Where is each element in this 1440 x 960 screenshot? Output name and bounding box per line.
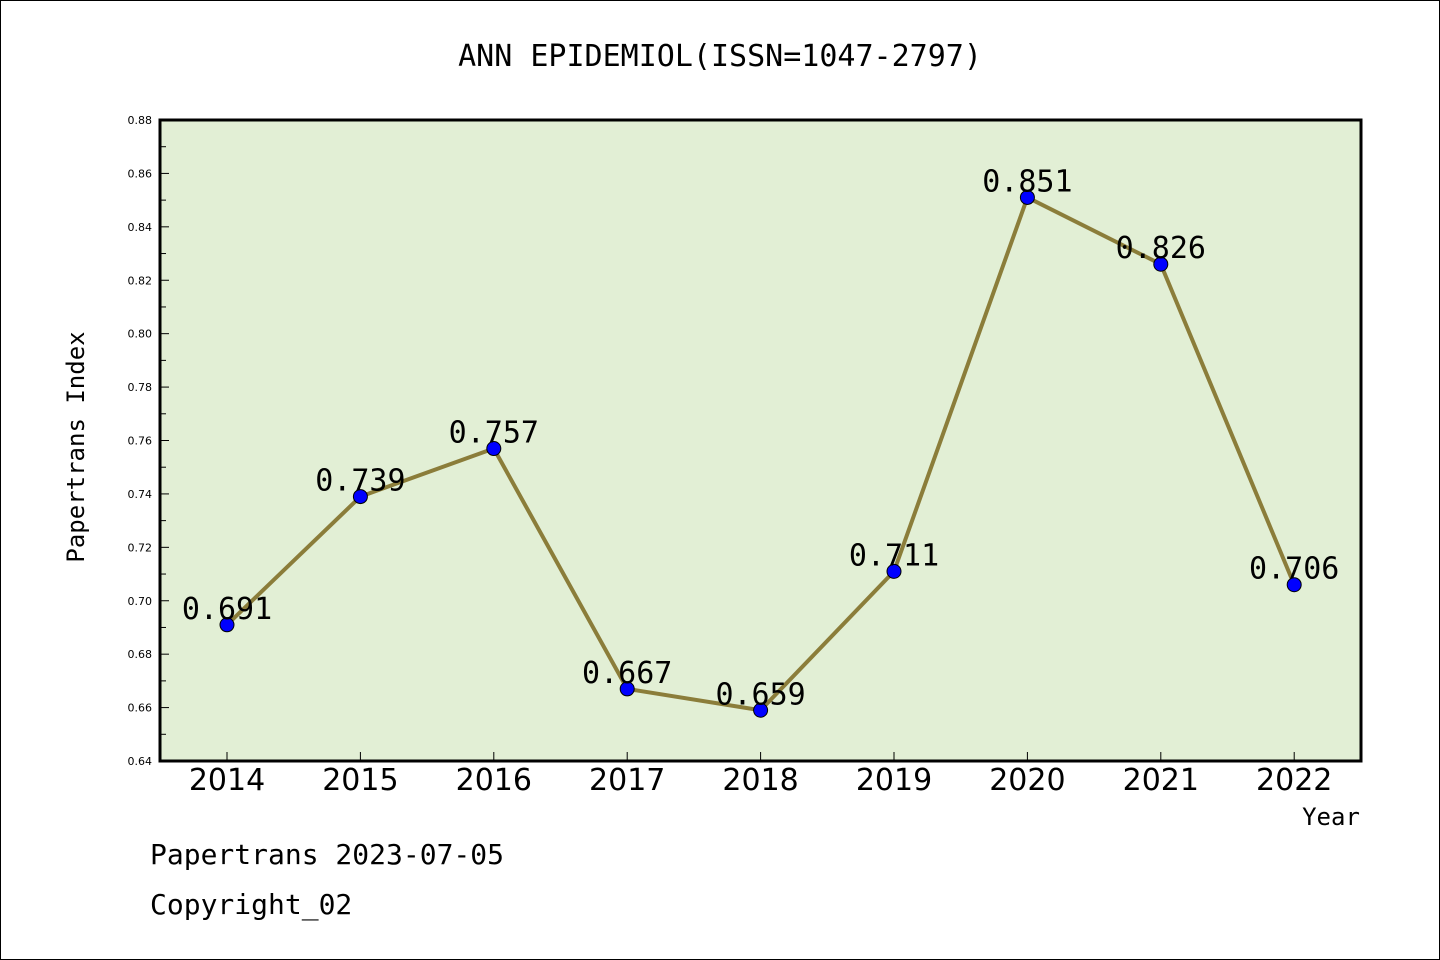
data-label: 0.851 bbox=[982, 164, 1072, 199]
y-tick-label: 0.76 bbox=[128, 435, 153, 448]
data-label: 0.691 bbox=[182, 592, 272, 627]
x-tick-label: 2020 bbox=[989, 763, 1065, 798]
y-tick-label: 0.86 bbox=[128, 167, 153, 180]
y-tick-label: 0.88 bbox=[128, 114, 153, 127]
data-label: 0.757 bbox=[449, 416, 539, 451]
data-label: 0.667 bbox=[582, 656, 672, 691]
x-axis: 2014 2015 2016 2017 2018 2019 2020 2021 2022 bbox=[189, 752, 1332, 798]
footer-date: Papertrans 2023-07-05 bbox=[150, 838, 504, 871]
data-label: 0.659 bbox=[715, 677, 805, 712]
data-point bbox=[1019, 189, 1035, 205]
x-tick-label: 2018 bbox=[722, 763, 798, 798]
data-point bbox=[753, 702, 769, 718]
footer-copyright: Copyright_02 bbox=[150, 888, 352, 922]
x-axis-title: Year bbox=[1302, 803, 1360, 831]
x-tick-label: 2014 bbox=[189, 763, 265, 798]
data-point bbox=[219, 617, 235, 633]
y-tick-label: 0.66 bbox=[128, 702, 153, 715]
x-tick-label: 2021 bbox=[1123, 763, 1199, 798]
x-tick-label: 2022 bbox=[1256, 763, 1332, 798]
x-tick-label: 2017 bbox=[589, 763, 665, 798]
x-tick-label: 2015 bbox=[322, 763, 398, 798]
data-point bbox=[619, 681, 635, 697]
y-axis-title: Papertrans Index bbox=[62, 331, 90, 562]
chart-title: ANN EPIDEMIOL(ISSN=1047-2797) bbox=[458, 39, 982, 74]
plot-border bbox=[158, 118, 1363, 763]
data-point bbox=[352, 489, 368, 505]
data-label: 0.711 bbox=[849, 538, 939, 573]
y-tick-label: 0.84 bbox=[128, 221, 153, 234]
y-tick-label: 0.82 bbox=[128, 274, 153, 287]
data-point bbox=[1153, 256, 1169, 272]
data-label: 0.739 bbox=[315, 464, 405, 499]
data-point bbox=[1286, 577, 1302, 593]
y-tick-label: 0.78 bbox=[128, 381, 153, 394]
y-tick-label: 0.68 bbox=[128, 648, 153, 661]
x-tick-label: 2016 bbox=[456, 763, 532, 798]
data-point bbox=[886, 563, 902, 579]
y-tick-label: 0.70 bbox=[128, 595, 153, 608]
y-tick-label: 0.64 bbox=[128, 755, 153, 768]
y-tick-label: 0.72 bbox=[128, 541, 153, 554]
data-labels: 0.691 0.739 0.757 0.667 0.659 0.711 0.851 0.826… bbox=[182, 164, 1340, 712]
data-label: 0.826 bbox=[1116, 231, 1206, 266]
data-point bbox=[486, 441, 502, 457]
data-points bbox=[219, 189, 1302, 718]
y-tick-label: 0.74 bbox=[128, 488, 153, 501]
plot-area bbox=[160, 120, 1361, 761]
data-label: 0.706 bbox=[1249, 552, 1339, 587]
y-tick-label: 0.80 bbox=[128, 328, 153, 341]
x-tick-label: 2019 bbox=[856, 763, 932, 798]
